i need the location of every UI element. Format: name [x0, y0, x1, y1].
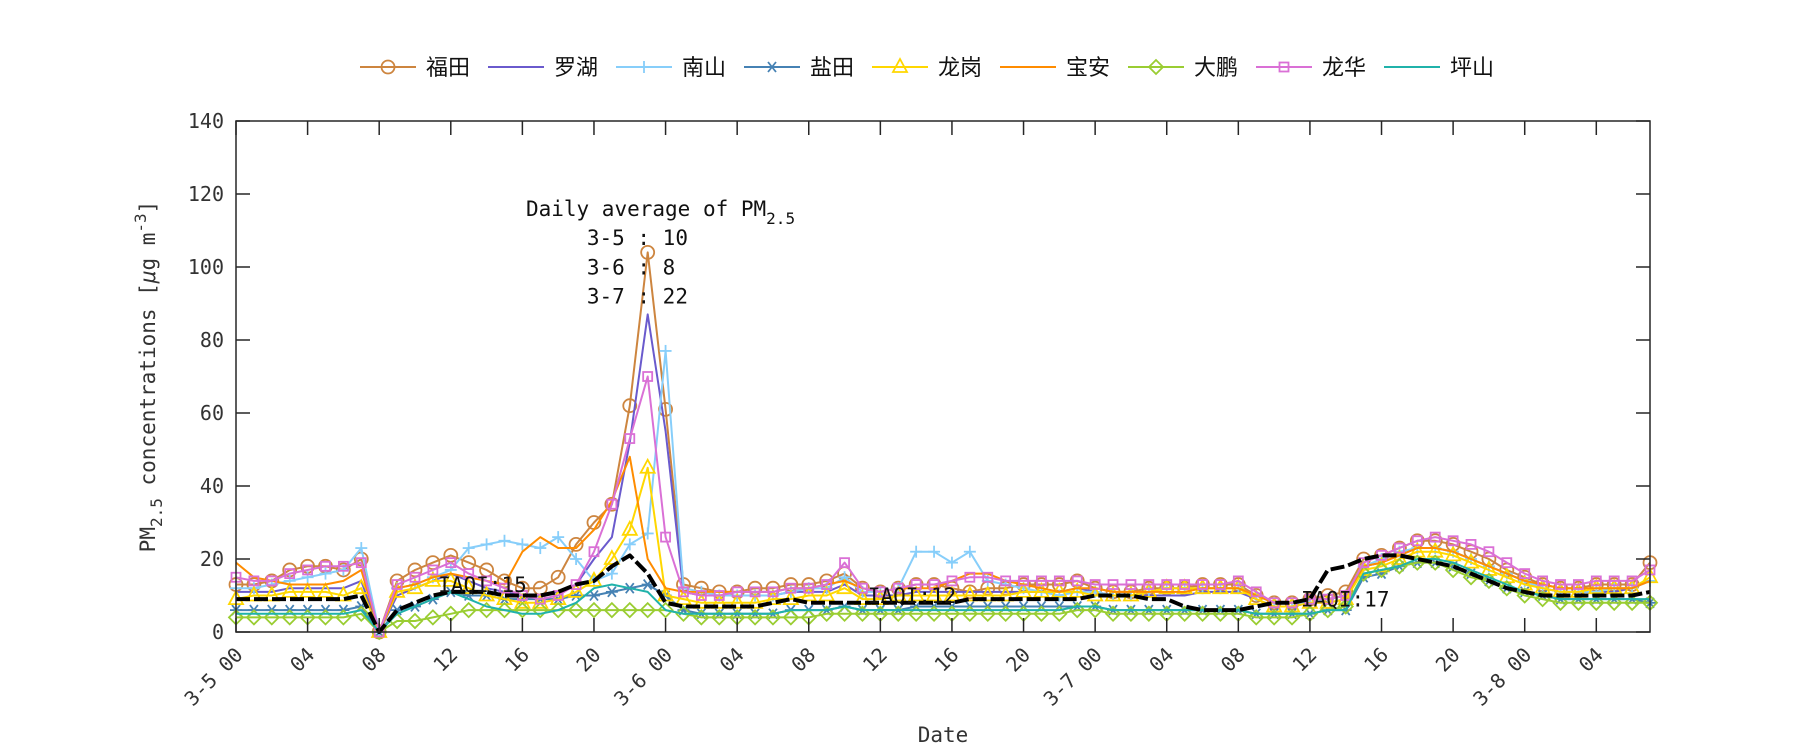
triangle-marker-icon — [891, 57, 909, 73]
x-tick-label: 20 — [1431, 643, 1465, 677]
x-tick-label: 3-5 00 — [179, 643, 247, 711]
legend-item[interactable]: 宝安 — [1000, 56, 1110, 81]
axes-frame — [235, 120, 1651, 633]
x-tick-label: 04 — [1574, 643, 1608, 677]
y-tick-label: 0 — [212, 620, 224, 644]
legend-item[interactable]: 大鹏 — [1128, 56, 1238, 81]
x-tick-label: 16 — [500, 643, 534, 677]
legend-item[interactable]: 福田 — [360, 56, 470, 81]
asterisk-marker-icon — [766, 61, 778, 73]
legend-label: 罗湖 — [554, 56, 598, 81]
chart-legend: 福田 罗湖 南山 盐田 龙岗 宝安 大鹏 龙华 坪山 — [360, 56, 1494, 81]
y-tick-label: 20 — [200, 547, 224, 571]
y-tick-label: 100 — [188, 255, 224, 279]
x-tick-label: 04 — [1144, 643, 1178, 677]
x-tick-label: 12 — [428, 643, 462, 677]
legend-item[interactable]: 南山 — [616, 56, 726, 81]
legend-item[interactable]: 坪山 — [1384, 56, 1494, 81]
x-tick-label: 08 — [357, 643, 391, 677]
x-tick-label: 16 — [929, 643, 963, 677]
legend-item[interactable]: 盐田 — [744, 56, 854, 81]
plot-area: Daily average of PM2.53-5 : 10 3-6 : 8 3-7… — [179, 109, 1659, 711]
x-tick-label: 3-6 00 — [609, 643, 677, 711]
x-tick-label: 08 — [786, 643, 820, 677]
x-tick-label: 12 — [858, 643, 892, 677]
legend-label: 大鹏 — [1194, 56, 1238, 81]
plus-marker-icon — [638, 61, 650, 73]
y-axis-title: PM2.5 concentrations [μg m-3] — [131, 201, 166, 553]
x-tick-label: 20 — [572, 643, 606, 677]
legend-label: 南山 — [682, 56, 726, 81]
series-layer — [227, 244, 1659, 641]
chart-annotation: 3-5 : 10 — [587, 226, 688, 250]
legend-label: 福田 — [426, 56, 470, 81]
series-district — [236, 558, 1650, 633]
circle-marker-icon — [380, 59, 396, 75]
x-tick-label: 3-7 00 — [1039, 643, 1107, 711]
x-tick-label: 04 — [715, 643, 749, 677]
chart-annotation: IAQI:12 — [868, 584, 957, 608]
y-tick-label: 140 — [188, 109, 224, 133]
chart-annotation: IAQI:15 — [438, 573, 527, 597]
diamond-marker-icon — [1147, 58, 1165, 76]
y-tick-label: 80 — [200, 328, 224, 352]
legend-label: 宝安 — [1066, 56, 1110, 81]
legend-label: 坪山 — [1450, 56, 1494, 81]
chart-annotation: 3-7 : 22 — [587, 285, 688, 309]
legend-label: 龙华 — [1322, 56, 1366, 81]
legend-item[interactable]: 罗湖 — [488, 56, 598, 81]
legend-item[interactable]: 龙岗 — [872, 56, 982, 81]
y-tick-label: 120 — [188, 182, 224, 206]
y-tick-label: 40 — [200, 474, 224, 498]
y-tick-label: 60 — [200, 401, 224, 425]
legend-label: 盐田 — [810, 56, 854, 81]
x-tick-label: 3-8 00 — [1468, 643, 1536, 711]
x-axis-title: Date — [918, 723, 969, 747]
legend-item[interactable]: 龙华 — [1256, 56, 1366, 81]
x-tick-label: 16 — [1359, 643, 1393, 677]
x-tick-label: 12 — [1287, 643, 1321, 677]
x-tick-label: 08 — [1216, 643, 1250, 677]
legend-label: 龙岗 — [938, 56, 982, 81]
chart-annotation: IAQI:17 — [1301, 587, 1390, 611]
series-average — [236, 553, 1651, 634]
chart-annotation: 3-6 : 8 — [587, 255, 676, 279]
chart-annotation: Daily average of PM2.5 — [526, 197, 795, 228]
x-tick-label: 20 — [1001, 643, 1035, 677]
x-tick-label: 04 — [285, 643, 319, 677]
square-marker-icon — [1278, 61, 1290, 73]
